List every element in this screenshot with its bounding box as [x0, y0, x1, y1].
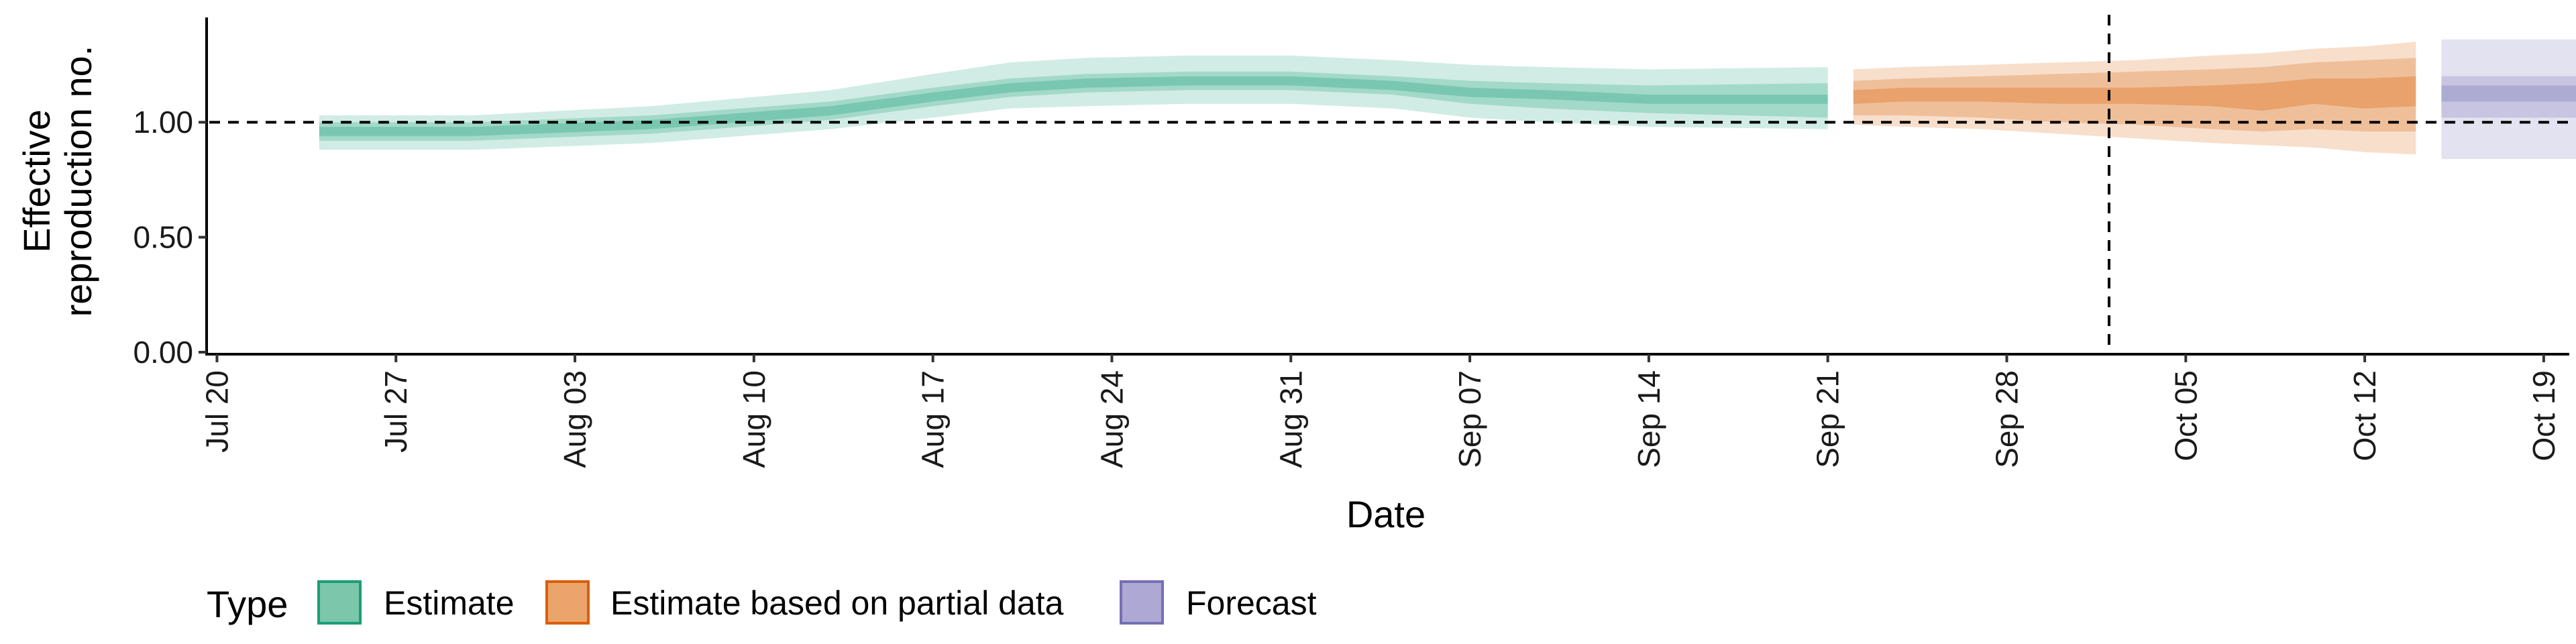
y-tick-label: 1.00	[133, 105, 193, 140]
x-tick-label: Sep 14	[1631, 370, 1666, 468]
legend-title: Type	[207, 583, 288, 625]
reference-lines	[209, 15, 2569, 354]
estimate-inner-band	[319, 76, 1828, 136]
legend-swatch-forecast	[1120, 580, 1164, 625]
estimate-based-on-partial-data-outer-band	[1853, 42, 2416, 155]
estimate-outer-band	[319, 55, 1828, 150]
x-tick-label: Sep 21	[1811, 370, 1845, 468]
estimate-based-on-partial-data-inner-band	[1853, 76, 2416, 111]
legend-swatch-partial	[545, 580, 590, 625]
x-tick-label: Sep 07	[1452, 370, 1487, 468]
x-tick-label: Oct 12	[2347, 370, 2382, 462]
estimate-mid-band	[319, 71, 1828, 141]
y-tick-label: 0.50	[133, 220, 193, 255]
x-tick-label: Jul 20	[199, 370, 234, 453]
estimate-based-on-partial-data-mid-band	[1853, 58, 2416, 131]
legend-label-partial: Estimate based on partial data	[610, 584, 1064, 622]
legend-label-forecast: Forecast	[1186, 584, 1317, 622]
forecast-mid-band	[2441, 76, 2576, 118]
x-tick-label: Aug 03	[557, 370, 592, 468]
forecast-inner-band	[2441, 85, 2576, 102]
x-tick-label: Aug 24	[1095, 370, 1130, 468]
y-axis-title: Effective reproduction no.	[15, 46, 99, 317]
legend-swatch-estimate	[317, 580, 362, 625]
legend-label-estimate: Estimate	[384, 584, 515, 622]
forecast-outer-band	[2441, 39, 2576, 160]
axes: 0.00 0.50 1.00 Jul 20 Jul 27 Aug 03 Aug 10 Aug …	[133, 17, 2569, 468]
series-bands	[319, 39, 2576, 160]
x-tick-label: Aug 10	[737, 370, 771, 468]
x-tick-label: Oct 05	[2168, 370, 2203, 462]
legend: Type Estimate Estimate based on partial …	[207, 580, 1317, 625]
x-tick-label: Aug 17	[916, 370, 951, 468]
x-axis-title: Date	[1346, 493, 1426, 535]
y-tick-label: 0.00	[133, 335, 193, 370]
x-tick-label: Sep 28	[1990, 370, 2025, 468]
y-axis-title-line-1: Effective	[15, 109, 58, 253]
x-tick-label: Aug 31	[1273, 370, 1308, 468]
x-tick-label: Oct 19	[2526, 370, 2561, 462]
x-tick-label: Jul 27	[378, 370, 413, 453]
y-axis-title-line-2: reproduction no.	[57, 46, 99, 317]
